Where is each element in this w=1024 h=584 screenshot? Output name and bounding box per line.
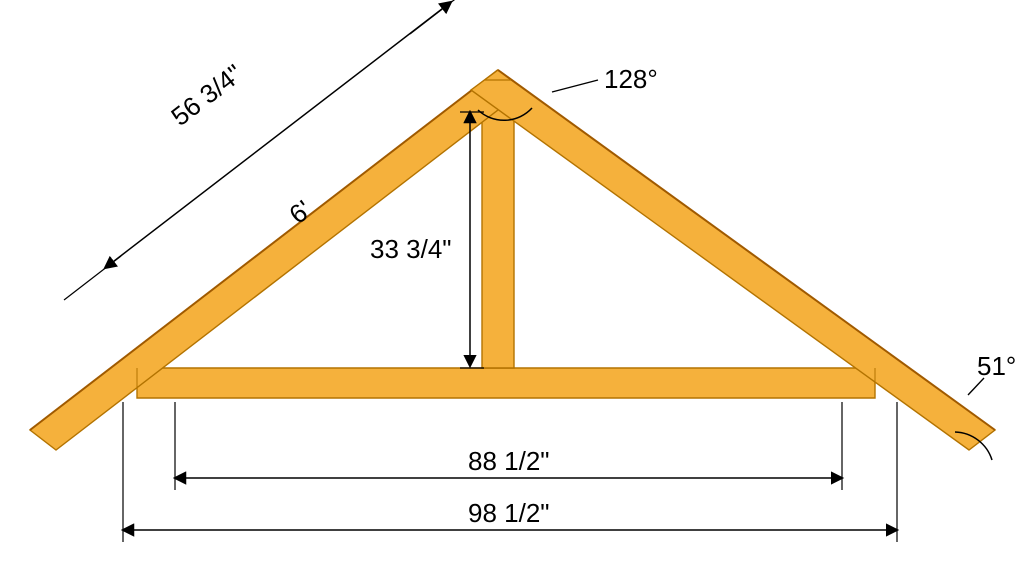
tie-beam [137, 368, 875, 398]
label-tie-beam: 88 1/2" [468, 446, 550, 476]
label-king-post: 33 3/4" [370, 234, 452, 264]
label-rafter-outer: 56 3/4" [165, 58, 248, 132]
label-overall: 98 1/2" [468, 498, 550, 528]
label-apex-angle: 128° [604, 64, 658, 94]
label-eave-angle: 51° [977, 351, 1016, 381]
dim-tie-beam: 88 1/2" [175, 402, 842, 490]
king-post [482, 108, 514, 368]
